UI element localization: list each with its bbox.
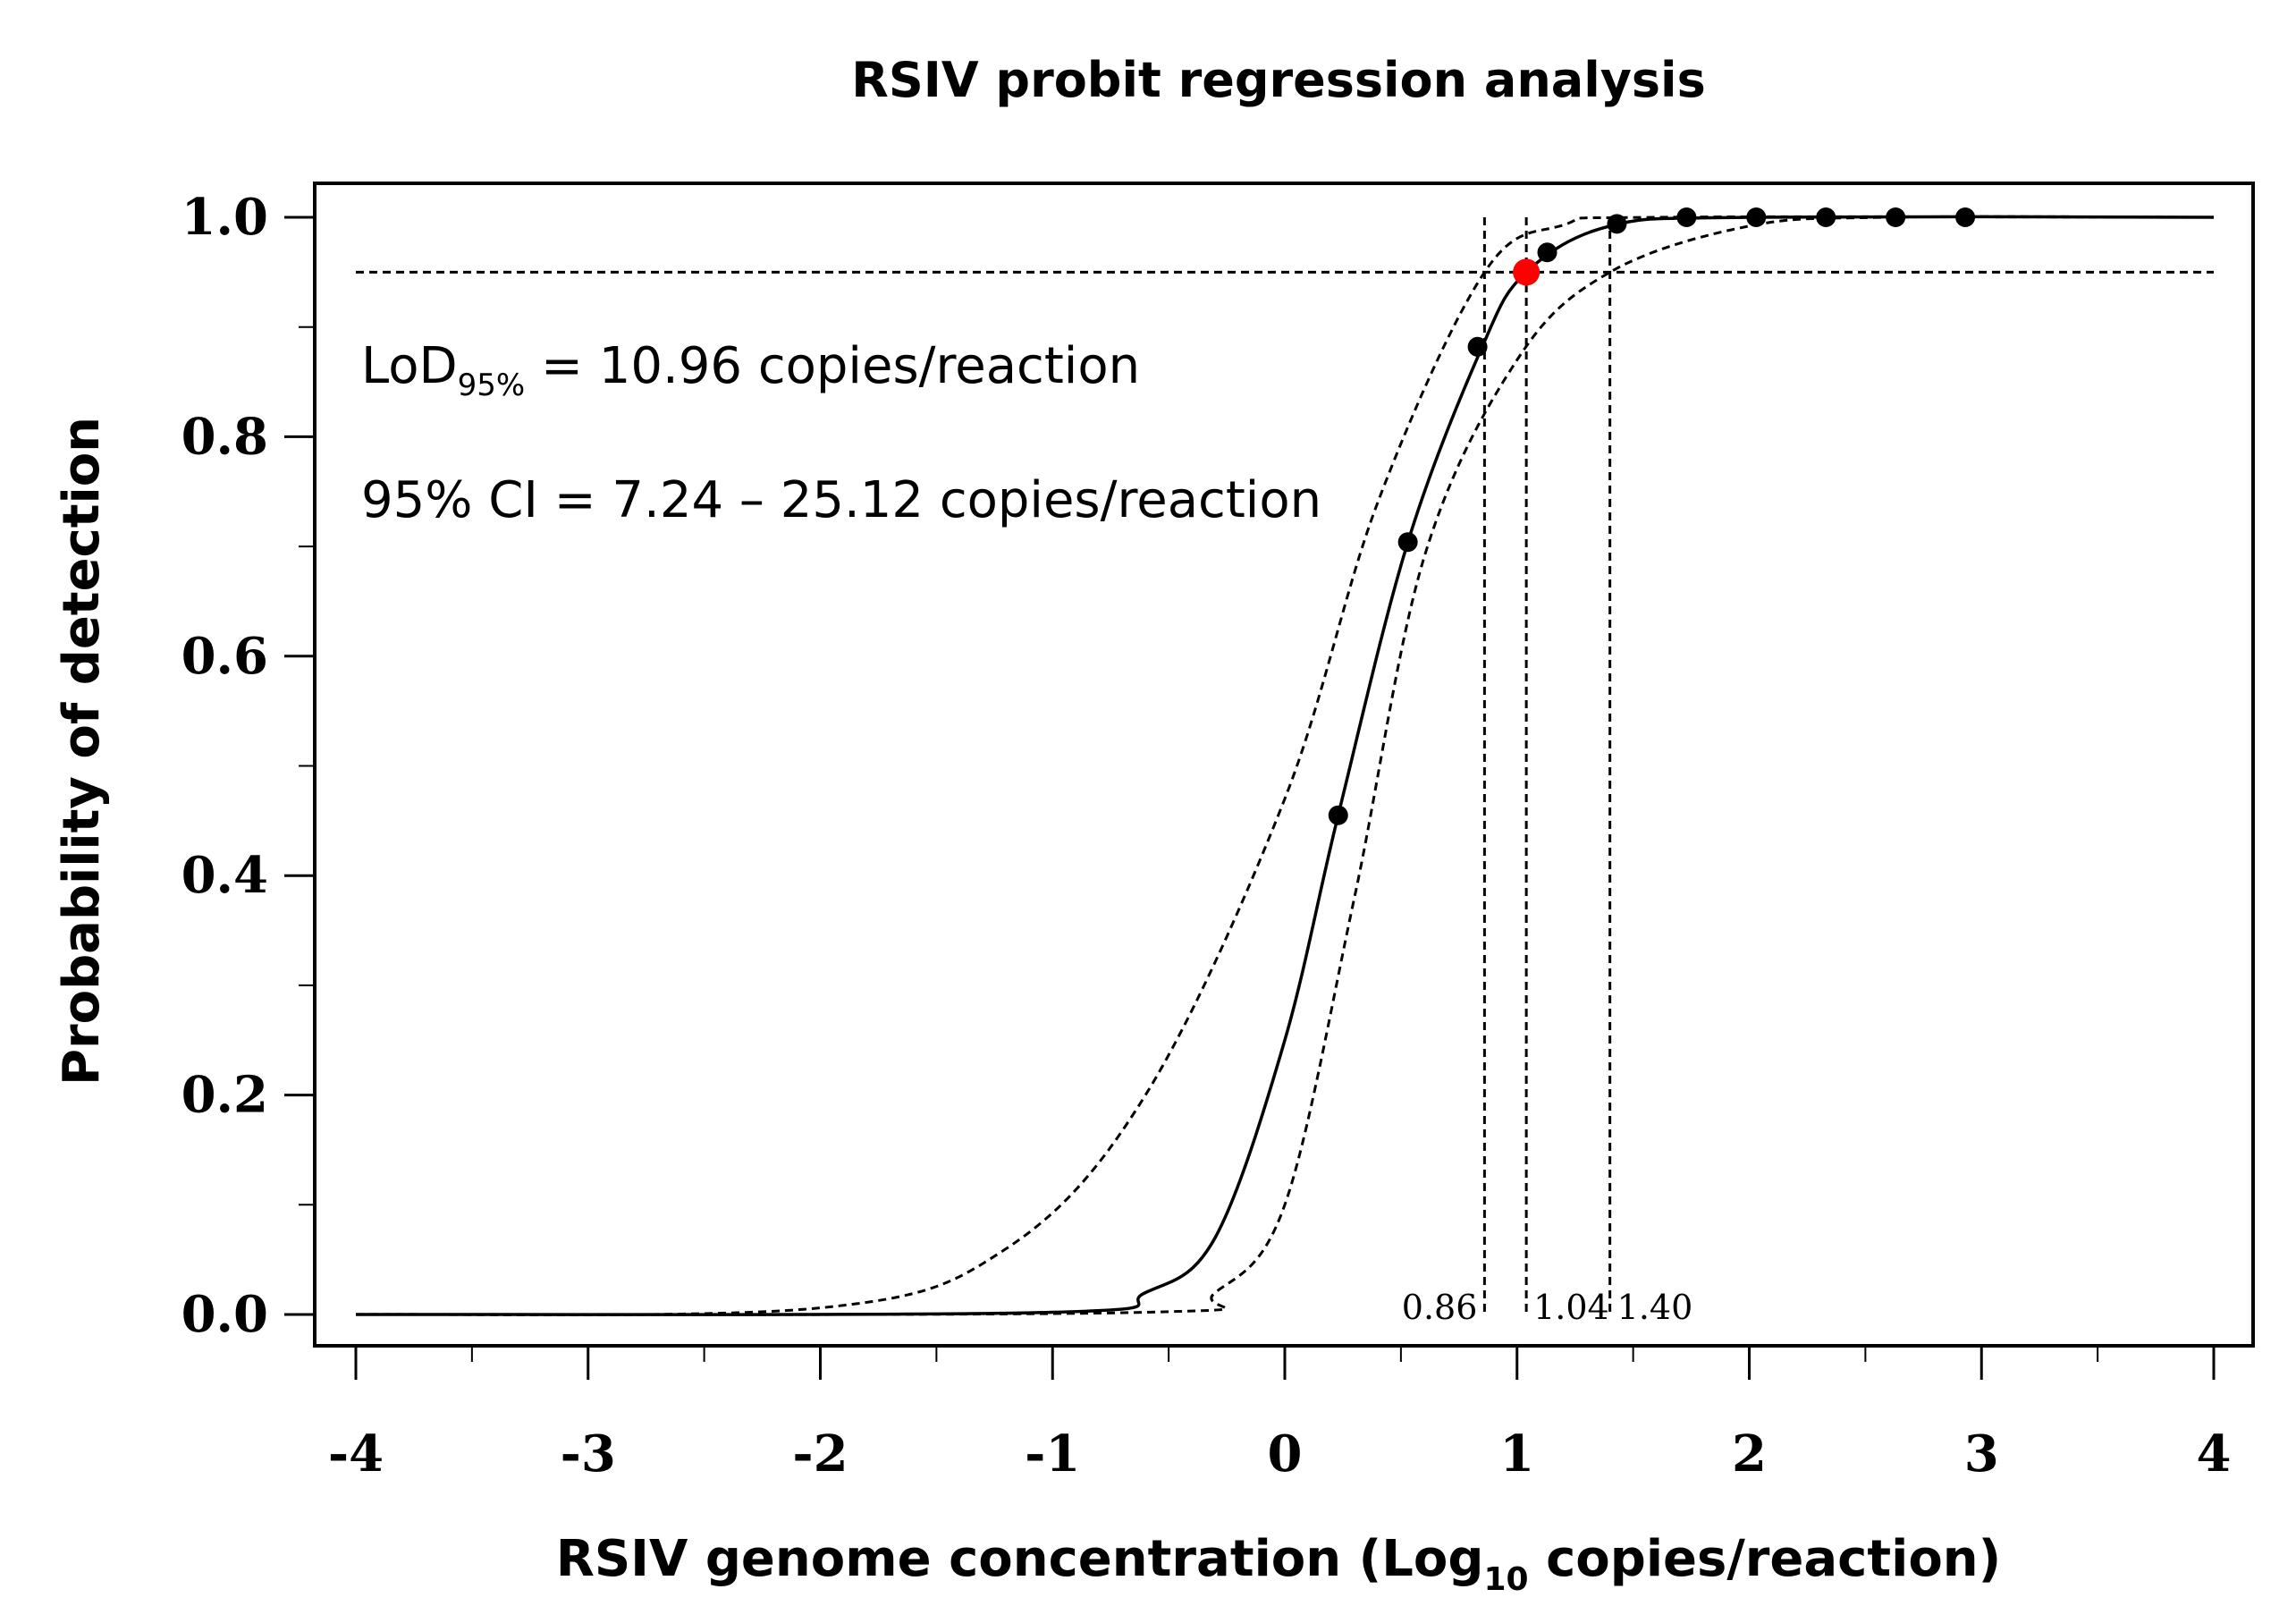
y-tick-label: 0.2 <box>181 1066 268 1125</box>
data-point <box>1886 207 1906 227</box>
ci-annotation: 95% CI = 7.24 – 25.12 copies/reaction <box>361 471 1321 529</box>
data-point <box>1816 207 1836 227</box>
vertical-line-label: 0.86 <box>1402 1288 1478 1327</box>
x-tick-label: 0 <box>1268 1424 1303 1483</box>
x-tick-label: -3 <box>561 1424 616 1483</box>
x-axis-label-main: RSIV genome concentration (Log <box>556 1530 1484 1588</box>
vertical-line-label: 1.40 <box>1617 1288 1693 1327</box>
lod-point <box>1513 258 1541 286</box>
vertical-line-label: 1.04 <box>1533 1288 1609 1327</box>
data-point <box>1397 532 1418 553</box>
x-tick-label: -1 <box>1025 1424 1080 1483</box>
data-point <box>1746 207 1767 227</box>
lod-value: = 10.96 copies/reaction <box>525 337 1140 395</box>
data-point <box>1676 207 1697 227</box>
x-tick-label: 1 <box>1499 1424 1534 1483</box>
x-axis-label-sub: 10 <box>1483 1561 1528 1598</box>
guide-lines <box>356 217 2214 1314</box>
data-point <box>1955 207 1976 227</box>
x-tick-label: -4 <box>328 1424 384 1483</box>
x-axis-label-tail: copies/reaction) <box>1529 1530 2002 1588</box>
y-tick-label: 0.4 <box>181 846 268 905</box>
x-tick-label: 2 <box>1732 1424 1767 1483</box>
data-point <box>1537 242 1557 263</box>
x-tick-label: -2 <box>792 1424 848 1483</box>
y-axis: 0.0 0.2 0.4 0.6 0.8 1.0 <box>181 188 315 1344</box>
observed-points <box>1328 207 1976 825</box>
x-tick-label: 3 <box>1964 1424 1999 1483</box>
data-point <box>1467 336 1488 357</box>
ci-curve <box>355 215 2215 1316</box>
vertical-line-labels: 0.86 1.04 1.40 <box>1402 1288 1692 1327</box>
data-point <box>1607 214 1627 234</box>
y-tick-label: 0.6 <box>181 627 268 686</box>
x-tick-label: 4 <box>2197 1424 2232 1483</box>
x-axis: -4 -3 -2 -1 0 1 2 3 4 <box>328 1346 2232 1483</box>
y-tick-label: 0.8 <box>181 407 268 466</box>
data-point <box>1328 805 1348 825</box>
lod-subscript: 95% <box>458 368 526 403</box>
y-tick-label: 0.0 <box>181 1285 268 1344</box>
x-axis-label: RSIV genome concentration (Log10 copies/… <box>556 1530 2002 1598</box>
lod-annotation: LoD95% = 10.96 copies/reaction <box>361 337 1140 403</box>
chart-title: RSIV probit regression analysis <box>851 52 1705 108</box>
y-tick-label: 1.0 <box>181 188 268 247</box>
fit-curve <box>355 215 2215 1316</box>
y-axis-label: Probability of detection <box>53 417 111 1086</box>
lod-prefix: LoD <box>361 337 458 395</box>
